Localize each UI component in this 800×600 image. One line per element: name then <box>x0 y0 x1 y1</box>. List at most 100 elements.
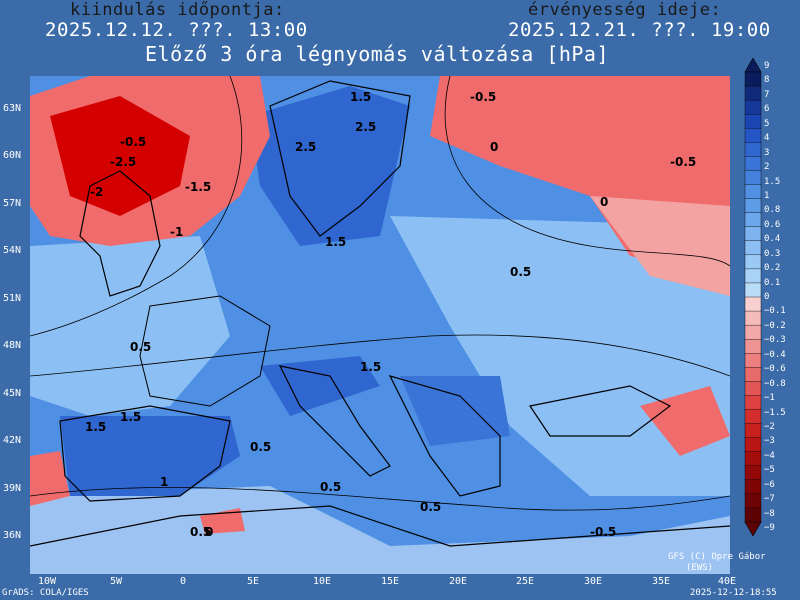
colorbar-swatch <box>744 268 762 284</box>
colorbar-swatch <box>744 381 762 397</box>
colorbar-label: −5 <box>764 465 775 476</box>
colorbar-label: −1.5 <box>764 407 786 418</box>
colorbar-swatch <box>744 282 762 298</box>
colorbar-swatch <box>744 226 762 242</box>
lat-label: 36N <box>3 530 22 541</box>
colorbar-swatch <box>744 338 762 354</box>
contour-line <box>444 76 730 267</box>
lon-label: 25E <box>516 576 535 587</box>
contour-value-label: 0.5 <box>250 440 271 454</box>
lon-label: 20E <box>449 576 468 587</box>
colorbar-label: 4 <box>764 133 770 144</box>
colorbar-swatch <box>744 367 762 383</box>
contour-value-label: 0 <box>600 195 608 209</box>
lon-label: 30E <box>584 576 603 587</box>
credit-line-2: (EWS) <box>686 563 714 573</box>
contour-value-label: 1 <box>160 475 168 489</box>
lon-label: 10W <box>38 576 57 587</box>
contour-value-label: 2.5 <box>355 120 376 134</box>
pressure-change-map: -2.5-1.5-2-1-0.51.52.52.51.5-0.5-0.5000.… <box>30 76 730 574</box>
colorbar-label: 7 <box>764 89 770 100</box>
colorbar-swatch <box>744 85 762 101</box>
lat-label: 57N <box>3 198 22 209</box>
colorbar-label: 0.2 <box>764 263 781 274</box>
colorbar-swatch <box>744 113 762 129</box>
region-lightred-russia <box>590 196 730 296</box>
contour-value-label: -0.5 <box>590 525 616 539</box>
credit: GFS (C) Opre Gábor (EWS) <box>668 552 766 574</box>
colorbar-label: 2 <box>764 162 770 173</box>
contour-value-label: -0.5 <box>670 155 696 169</box>
colorbar-swatch <box>744 128 762 144</box>
colorbar-swatch <box>744 423 762 439</box>
lat-label: 48N <box>3 340 22 351</box>
coastline-uk <box>79 170 161 297</box>
lat-label: 39N <box>3 483 22 494</box>
colorbar-label: 6 <box>764 104 770 115</box>
contour-value-label: 1.5 <box>350 90 371 104</box>
region-red-turkey <box>640 386 730 456</box>
contour-value-label: 2.5 <box>295 140 316 154</box>
colorbar-label: −4 <box>764 450 775 461</box>
contour-value-label: -2 <box>90 185 103 199</box>
contour-value-label: 0.5 <box>320 480 341 494</box>
colorbar-swatch <box>744 254 762 270</box>
colorbar <box>744 58 762 536</box>
colorbar-top-arrow <box>744 58 762 73</box>
colorbar-swatch <box>744 240 762 256</box>
lon-label: 40E <box>718 576 737 587</box>
colorbar-swatch <box>744 170 762 186</box>
contour-value-label: 0 <box>490 140 498 154</box>
colorbar-label: −2 <box>764 421 775 432</box>
colorbar-swatch <box>744 212 762 228</box>
map-title: Előző 3 óra légnyomás változása [hPa] <box>145 42 610 66</box>
contour-value-label: 0 <box>205 525 213 539</box>
colorbar-label: 9 <box>764 61 770 71</box>
lat-label: 60N <box>3 150 22 161</box>
contour-value-label: -1.5 <box>185 180 211 194</box>
coastline-france <box>139 295 271 407</box>
colorbar-swatch <box>744 184 762 200</box>
contour-value-label: -1 <box>170 225 183 239</box>
lon-label: 10E <box>313 576 332 587</box>
colorbar-swatch <box>744 296 762 312</box>
coastline-north-africa <box>30 505 730 547</box>
colorbar-label: −6 <box>764 479 775 490</box>
lat-label: 51N <box>3 293 22 304</box>
lon-label: 35E <box>652 576 671 587</box>
colorbar-swatch <box>744 142 762 158</box>
colorbar-swatch <box>744 507 762 523</box>
init-time-label: kiindulás időpontja: <box>70 0 285 20</box>
lat-label: 63N <box>3 103 22 114</box>
lon-label: 5W <box>110 576 123 587</box>
colorbar-label: 8 <box>764 75 770 86</box>
contour-line <box>30 487 730 511</box>
colorbar-swatch <box>744 437 762 453</box>
colorbar-label: 0.4 <box>764 234 781 245</box>
coastline-italy <box>278 365 391 477</box>
contour-value-label: 0.5 <box>510 265 531 279</box>
region-blue-scandinavia <box>250 86 410 246</box>
colorbar-label: −8 <box>764 508 775 519</box>
contour-value-label: 1.5 <box>85 420 106 434</box>
contour-line <box>30 334 730 377</box>
colorbar-swatch <box>744 395 762 411</box>
colorbar-label: −0.3 <box>764 335 786 346</box>
colorbar-label: 1.5 <box>764 176 781 187</box>
contour-value-label: -2.5 <box>110 155 136 169</box>
region-blue-iberia <box>60 416 240 496</box>
colorbar-label: −3 <box>764 436 775 447</box>
colorbar-label: −9 <box>764 523 775 533</box>
lat-label: 42N <box>3 435 22 446</box>
generation-timestamp: 2025-12-12-18:55 <box>690 588 777 598</box>
contour-value-label: 1.5 <box>325 235 346 249</box>
colorbar-swatch <box>744 451 762 467</box>
colorbar-label: −0.1 <box>764 306 786 317</box>
colorbar-swatch <box>744 198 762 214</box>
colorbar-swatch <box>744 353 762 369</box>
contour-value-label: 1.5 <box>360 360 381 374</box>
colorbar-label: 5 <box>764 118 770 129</box>
colorbar-label: −0.8 <box>764 378 786 389</box>
coastline-black-sea <box>529 385 672 437</box>
coastline-scandinavia <box>269 80 411 237</box>
